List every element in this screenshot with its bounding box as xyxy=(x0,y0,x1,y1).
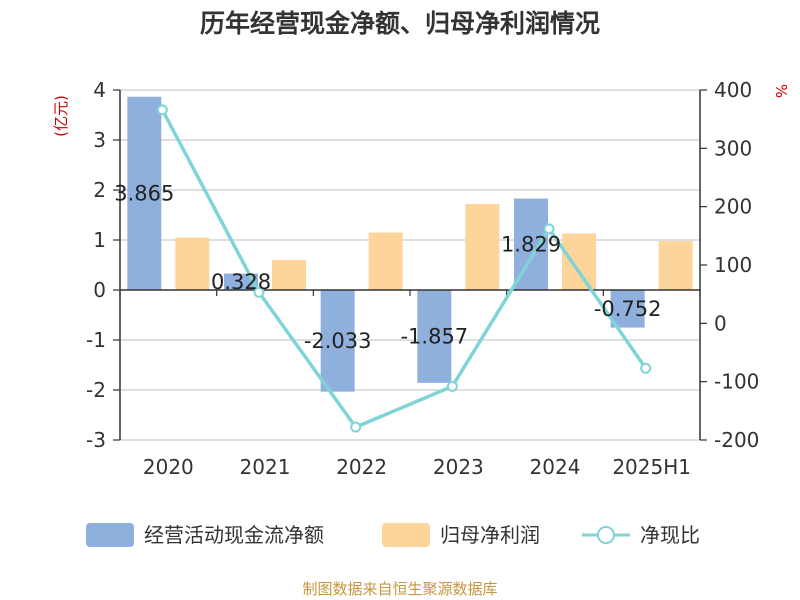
x-tick-label-2021: 2021 xyxy=(240,455,291,479)
y-right-tick-label: 200 xyxy=(714,195,752,219)
x-tick-label-2023: 2023 xyxy=(433,455,484,479)
ratio-point-2025H1 xyxy=(640,362,652,374)
ratio-point-2023 xyxy=(446,380,458,392)
ratio-point-2024 xyxy=(543,223,555,235)
cashflow-bar-2023 xyxy=(417,290,452,383)
y-left-tick-label: 1 xyxy=(93,228,106,252)
legend-swatch-netprofit xyxy=(382,523,430,547)
cashflow-value-label-2025H1: -0.752 xyxy=(594,297,662,321)
y-axis-left-unit-label: (亿元) xyxy=(52,95,70,137)
x-tick-label-2024: 2024 xyxy=(530,455,581,479)
y-left-tick-label: 3 xyxy=(93,128,106,152)
y-right-tick-label: -200 xyxy=(714,428,759,452)
netprofit-bar-2022 xyxy=(368,232,403,290)
source-note: 制图数据来自恒生聚源数据库 xyxy=(302,580,497,598)
cashflow-value-label-2022: -2.033 xyxy=(304,329,372,353)
chart-title: 历年经营现金净额、归母净利润情况 xyxy=(200,9,600,38)
legend-label-netprofit: 归母净利润 xyxy=(440,523,540,547)
cashflow-bar-2020 xyxy=(127,96,162,290)
y-right-tick-label: 400 xyxy=(714,78,752,102)
y-left-tick-label: 4 xyxy=(93,78,106,102)
ratio-line xyxy=(160,109,648,429)
y-left-tick-label: -3 xyxy=(86,428,106,452)
y-axis-right-unit-label: % xyxy=(772,84,790,98)
cashflow-bar-2022 xyxy=(320,290,355,392)
netprofit-bar-2021 xyxy=(272,260,306,290)
legend: 经营活动现金流净额 归母净利润 净现比 xyxy=(86,523,700,547)
cashflow-value-label-2021: 0.328 xyxy=(211,270,271,294)
y-right-tick-label: 300 xyxy=(714,136,752,160)
ratio-point-2020 xyxy=(156,104,168,116)
y-left-tick-label: -1 xyxy=(86,328,106,352)
x-tick-label-2022: 2022 xyxy=(336,455,387,479)
data-labels-group: 3.865 0.328 -2.033 -1.857 1.829 -0.752 xyxy=(114,181,661,352)
netprofit-bar-2024 xyxy=(562,233,596,290)
y-left-tick-label: 0 xyxy=(93,278,106,302)
y-right-tick-label: 100 xyxy=(714,253,752,277)
legend-label-cashflow: 经营活动现金流净额 xyxy=(144,523,324,547)
x-tick-label-2025H1: 2025H1 xyxy=(612,455,691,479)
netprofit-bar-2025H1 xyxy=(658,241,693,290)
ratio-point-2022 xyxy=(350,421,362,433)
line-series-group xyxy=(156,104,652,433)
cashflow-value-label-2024: 1.829 xyxy=(501,232,561,256)
x-tick-label-2020: 2020 xyxy=(143,455,194,479)
y-left-tick-label: -2 xyxy=(86,378,106,402)
netprofit-bar-2023 xyxy=(465,204,500,290)
y-right-tick-label: 0 xyxy=(714,311,727,335)
cashflow-bar-2025H1 xyxy=(610,290,645,328)
legend-label-ratio: 净现比 xyxy=(640,523,700,547)
legend-marker-ratio xyxy=(597,526,615,544)
legend-swatch-cashflow xyxy=(86,523,134,547)
axes-group: 4 3 2 1 0 -1 -2 -3 400 300 200 100 0 -100 -200 2020 2021… xyxy=(86,78,759,479)
netprofit-bar-2020 xyxy=(175,237,210,290)
cashflow-value-label-2023: -1.857 xyxy=(400,324,468,348)
ratio-point-2021 xyxy=(253,286,265,298)
gridlines xyxy=(120,89,700,441)
y-left-tick-label: 2 xyxy=(93,178,106,202)
cashflow-value-label-2020: 3.865 xyxy=(114,181,174,205)
bar-series-group xyxy=(127,96,693,392)
y-right-tick-label: -100 xyxy=(714,370,759,394)
